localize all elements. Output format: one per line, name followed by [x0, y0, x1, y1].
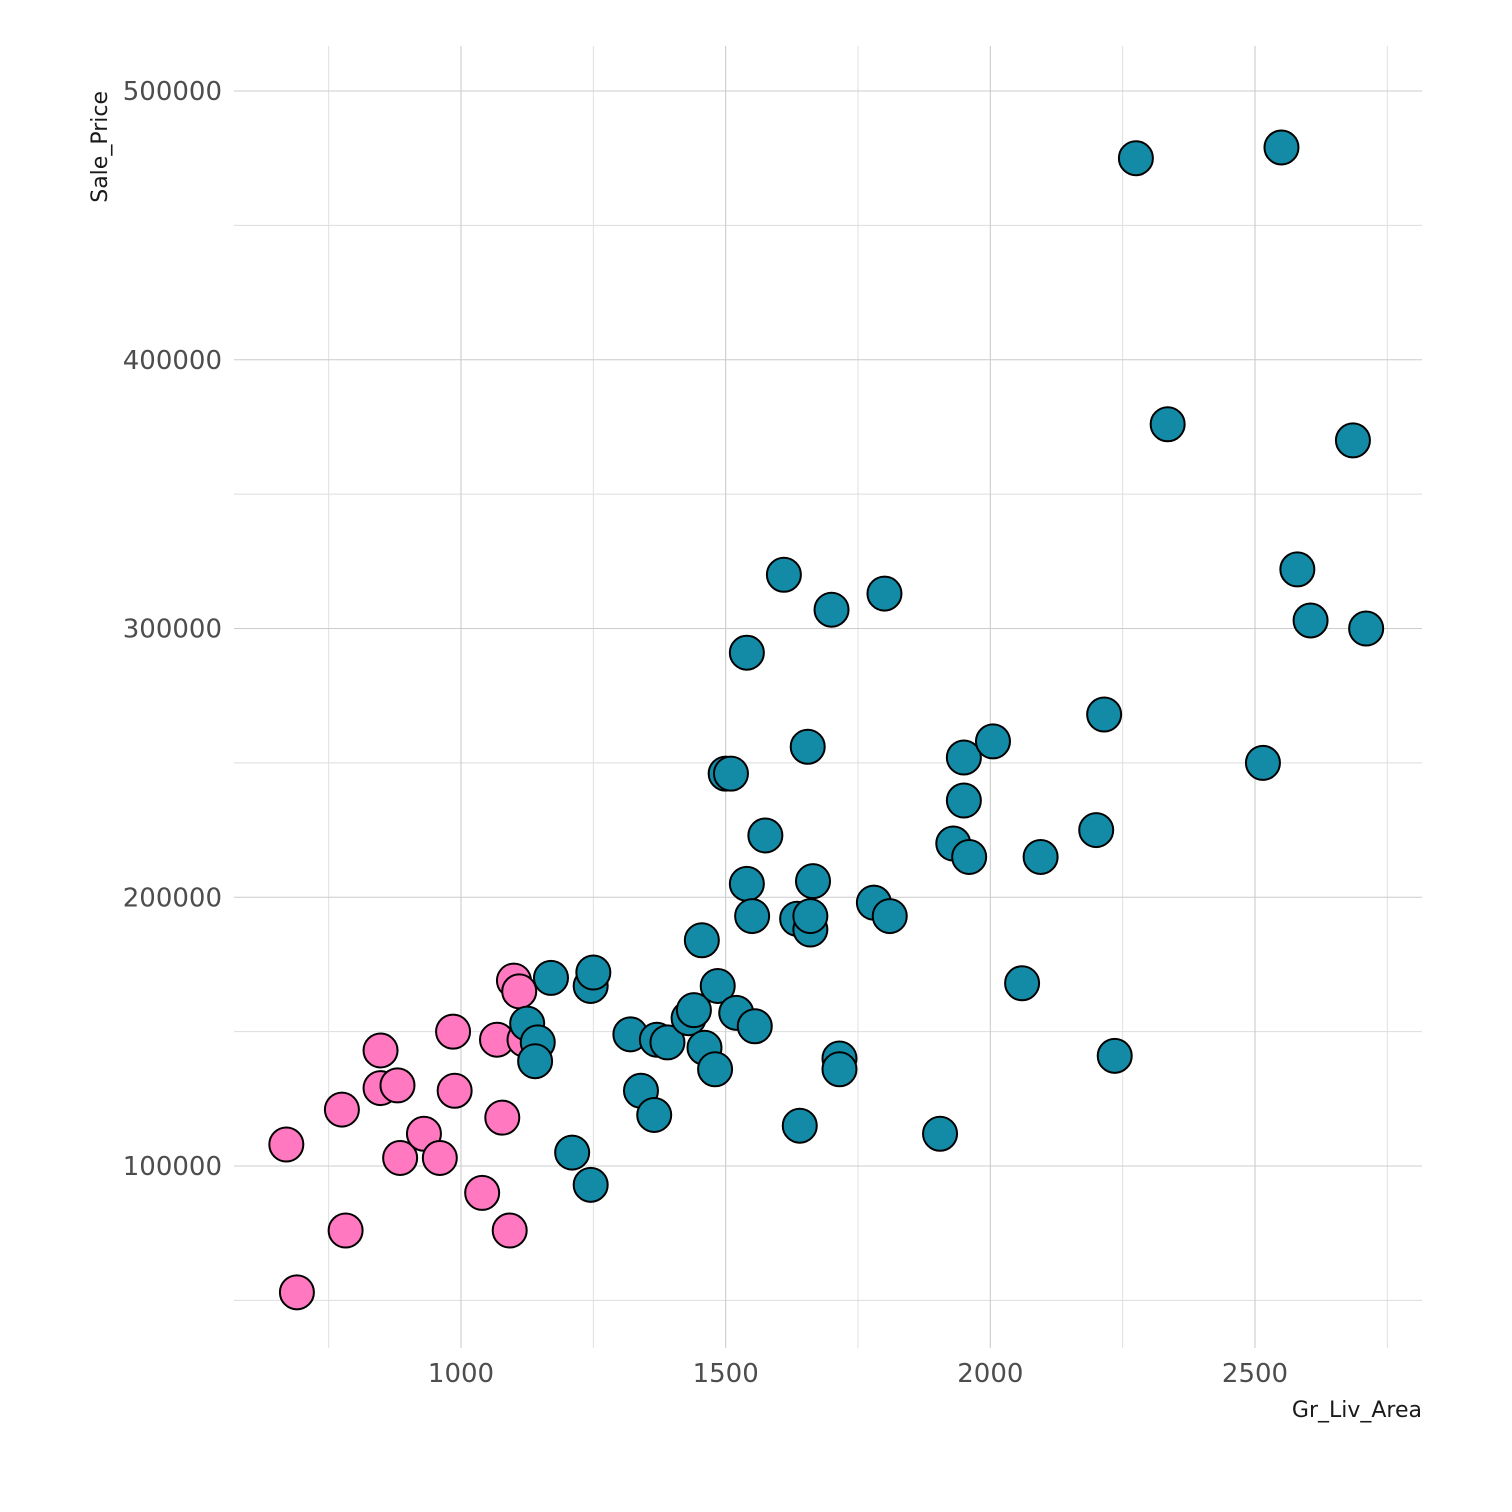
data-point-teal: [1022, 838, 1059, 875]
data-point-teal: [1078, 812, 1115, 849]
y-axis-tick-labels: 100000 200000 300000 400000 500000: [123, 77, 222, 1182]
data-point-teal: [728, 634, 765, 671]
data-point-teal: [532, 959, 569, 996]
data-point-pink: [382, 1139, 419, 1176]
minor-gridlines: [234, 46, 1422, 1348]
data-point-teal: [575, 954, 612, 991]
data-point-teal: [517, 1043, 554, 1080]
data-point-pink: [421, 1139, 458, 1176]
x-tick-label: 2500: [1222, 1359, 1288, 1389]
y-axis-title: Sale_Price: [88, 91, 113, 203]
x-tick-label: 1500: [693, 1359, 759, 1389]
data-point-pink: [268, 1126, 305, 1163]
data-point-teal: [789, 728, 826, 765]
data-point-teal: [636, 1096, 673, 1133]
data-point-teal: [821, 1051, 858, 1088]
data-point-teal: [1117, 140, 1154, 177]
data-point-teal: [1086, 696, 1123, 733]
data-point-teal: [736, 1008, 773, 1045]
data-point-pink: [379, 1067, 416, 1104]
data-point-pink: [278, 1274, 315, 1311]
x-axis-title: Gr_Liv_Area: [1292, 1398, 1422, 1423]
data-point-teal: [765, 556, 802, 593]
data-point-teal: [974, 723, 1011, 760]
y-tick-label: 200000: [123, 883, 222, 913]
data-point-teal: [866, 575, 903, 612]
y-tick-label: 300000: [123, 615, 222, 645]
data-point-teal: [649, 1024, 686, 1061]
x-axis-tick-labels: 1000 1500 2000 2500: [428, 1359, 1288, 1389]
data-point-pink: [464, 1174, 501, 1211]
data-point-teal: [1292, 602, 1329, 639]
data-point-teal: [683, 922, 720, 959]
data-point-teal: [945, 782, 982, 819]
data-point-teal: [675, 992, 712, 1029]
data-point-pink: [362, 1032, 399, 1069]
data-point-teal: [795, 863, 832, 900]
data-point-teal: [699, 967, 736, 1004]
x-tick-label: 2000: [957, 1359, 1023, 1389]
data-point-pink: [484, 1099, 521, 1136]
data-point-teal: [734, 898, 771, 935]
data-point-teal: [712, 755, 749, 792]
data-point-pink: [327, 1212, 364, 1249]
data-point-teal: [572, 1166, 609, 1203]
data-point-teal: [781, 1107, 818, 1144]
data-points: [268, 129, 1385, 1311]
data-point-teal: [792, 898, 829, 935]
data-point-teal: [554, 1134, 591, 1171]
data-point-teal: [871, 898, 908, 935]
data-point-teal: [1334, 422, 1371, 459]
data-point-pink: [501, 973, 538, 1010]
x-tick-label: 1000: [428, 1359, 494, 1389]
data-point-teal: [1279, 551, 1316, 588]
data-point-teal: [951, 838, 988, 875]
y-tick-label: 500000: [123, 77, 222, 107]
major-gridlines: [234, 46, 1422, 1348]
data-point-teal: [1244, 744, 1281, 781]
data-point-pink: [435, 1013, 472, 1050]
data-point-teal: [1004, 965, 1041, 1002]
data-point-pink: [436, 1072, 473, 1109]
y-tick-label: 100000: [123, 1152, 222, 1182]
y-tick-label: 400000: [123, 346, 222, 376]
data-point-teal: [1348, 610, 1385, 647]
data-point-pink: [491, 1212, 528, 1249]
data-point-teal: [945, 739, 982, 776]
data-point-teal: [1149, 406, 1186, 443]
data-point-pink: [323, 1091, 360, 1128]
data-point-teal: [922, 1115, 959, 1152]
data-point-teal: [728, 865, 765, 902]
data-point-teal: [697, 1051, 734, 1088]
data-point-teal: [1096, 1037, 1133, 1074]
data-point-teal: [747, 817, 784, 854]
data-point-teal: [813, 591, 850, 628]
data-point-teal: [1263, 129, 1300, 166]
